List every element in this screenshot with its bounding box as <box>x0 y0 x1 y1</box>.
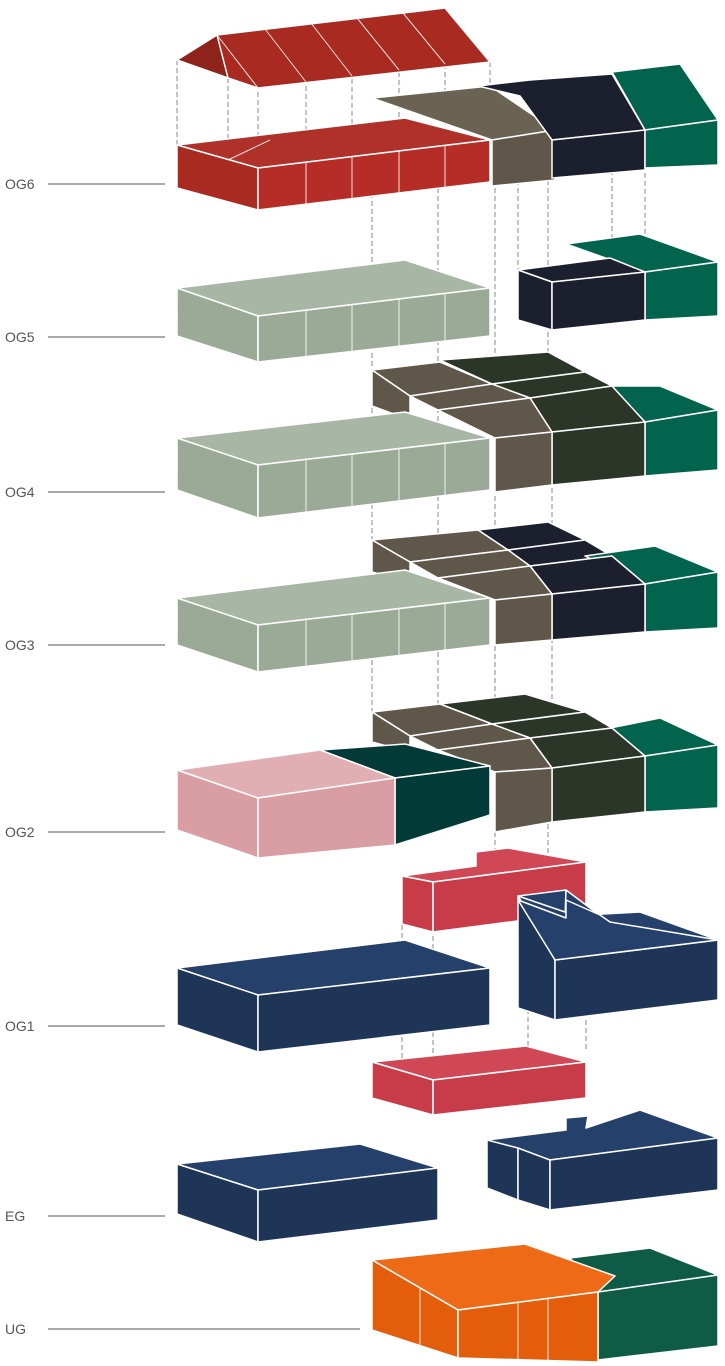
svg-text:OG2: OG2 <box>5 824 35 840</box>
svg-text:OG1: OG1 <box>5 1018 35 1034</box>
floor-label-og4: OG4 <box>5 484 165 500</box>
floor-og2-blocks <box>176 693 719 859</box>
floor-label-ug: UG <box>5 1321 360 1337</box>
floor-label-og1: OG1 <box>5 1018 165 1034</box>
floor-og3-blocks <box>176 521 719 673</box>
svg-text:OG5: OG5 <box>5 329 35 345</box>
floor-og4-blocks <box>176 351 719 519</box>
floor-ug-blocks <box>371 1243 719 1363</box>
floor-og1-blocks <box>176 847 719 1116</box>
svg-text:OG6: OG6 <box>5 176 35 192</box>
floor-og6-blocks <box>176 63 719 211</box>
floor-label-og6: OG6 <box>5 176 165 192</box>
floor-label-og5: OG5 <box>5 329 165 345</box>
floor-eg-blocks <box>176 1109 719 1243</box>
svg-text:OG3: OG3 <box>5 637 35 653</box>
floor-og5-blocks <box>176 233 719 363</box>
roof-block <box>176 7 491 89</box>
floor-label-eg: EG <box>5 1208 165 1224</box>
floor-label-og3: OG3 <box>5 637 165 653</box>
floor-label-og2: OG2 <box>5 824 165 840</box>
svg-text:UG: UG <box>5 1321 26 1337</box>
svg-text:OG4: OG4 <box>5 484 35 500</box>
svg-text:EG: EG <box>5 1208 25 1224</box>
